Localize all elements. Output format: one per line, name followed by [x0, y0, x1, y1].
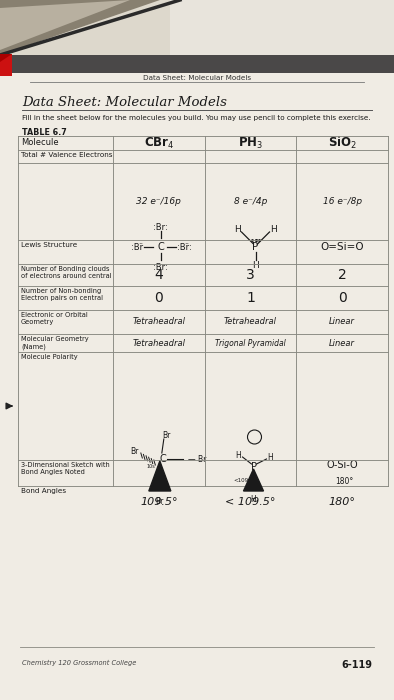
- Text: Molecule: Molecule: [21, 138, 59, 147]
- Text: H: H: [270, 225, 277, 234]
- Text: :Br:: :Br:: [153, 262, 168, 272]
- Bar: [0, 54, 12, 76]
- Text: P: P: [253, 242, 258, 252]
- Text: 2: 2: [338, 268, 347, 282]
- Text: 32 e⁻/16p: 32 e⁻/16p: [136, 197, 181, 206]
- Polygon shape: [0, 54, 12, 62]
- Text: P: P: [251, 462, 256, 472]
- Text: H: H: [234, 225, 241, 234]
- Text: Linear: Linear: [329, 318, 355, 326]
- Text: TABLE 6.7: TABLE 6.7: [22, 128, 67, 137]
- Text: < 109.5°: < 109.5°: [225, 497, 276, 507]
- Text: O-Si-O: O-Si-O: [326, 460, 358, 470]
- Text: Electronic or Orbital
Geometry: Electronic or Orbital Geometry: [21, 312, 88, 325]
- Text: C: C: [158, 242, 164, 252]
- Text: Molecule Polarity: Molecule Polarity: [21, 354, 78, 360]
- Text: 180°: 180°: [335, 477, 353, 486]
- Bar: [0, 0, 394, 55]
- Text: C: C: [160, 454, 166, 464]
- Text: 0: 0: [338, 291, 347, 305]
- Text: H: H: [236, 451, 242, 459]
- Text: Number of Non-bonding
Electron pairs on central: Number of Non-bonding Electron pairs on …: [21, 288, 103, 301]
- Text: Tetraheadral: Tetraheadral: [132, 339, 185, 347]
- Text: SiO$_{2}$: SiO$_{2}$: [328, 135, 357, 151]
- Text: Molecular Geometry
(Name): Molecular Geometry (Name): [21, 336, 89, 349]
- Text: Linear: Linear: [329, 339, 355, 347]
- Text: PH$_{3}$: PH$_{3}$: [238, 136, 263, 150]
- Bar: [170, 0, 394, 55]
- Text: Fill in the sheet below for the molecules you build. You may use pencil to compl: Fill in the sheet below for the molecule…: [22, 115, 371, 121]
- Polygon shape: [0, 0, 130, 50]
- Text: CBr$_{4}$: CBr$_{4}$: [144, 136, 174, 150]
- Text: 1: 1: [246, 291, 255, 305]
- Text: 0: 0: [154, 291, 163, 305]
- Text: — Br: — Br: [188, 454, 206, 463]
- Text: Lewis Structure: Lewis Structure: [21, 242, 77, 248]
- Polygon shape: [149, 461, 171, 491]
- Text: H: H: [251, 494, 256, 503]
- Polygon shape: [243, 469, 264, 491]
- Text: Data Sheet: Molecular Models: Data Sheet: Molecular Models: [22, 96, 227, 109]
- Text: 6-119: 6-119: [341, 660, 372, 670]
- Text: 180°: 180°: [329, 497, 356, 507]
- Text: Ö=Si=Ö: Ö=Si=Ö: [320, 242, 364, 252]
- Text: 109.5°: 109.5°: [140, 497, 178, 507]
- Text: 16 e⁻/8p: 16 e⁻/8p: [323, 197, 362, 206]
- Bar: [0, 55, 394, 73]
- Text: H: H: [268, 452, 273, 461]
- Text: Data Sheet: Molecular Models: Data Sheet: Molecular Models: [143, 75, 251, 81]
- Text: Bond Angles: Bond Angles: [21, 488, 66, 494]
- Text: Trigonal Pyramidal: Trigonal Pyramidal: [215, 339, 286, 347]
- Text: :Br:: :Br:: [153, 223, 168, 232]
- Text: 4: 4: [154, 268, 163, 282]
- Text: 3: 3: [246, 268, 255, 282]
- Text: 3-Dimensional Sketch with
Bond Angles Noted: 3-Dimensional Sketch with Bond Angles No…: [21, 462, 110, 475]
- Text: Tetraheadral: Tetraheadral: [224, 318, 277, 326]
- Text: Br: Br: [163, 430, 171, 440]
- Text: :Br̈: :Br̈: [131, 242, 143, 251]
- Text: Chemistry 120 Grossmont College: Chemistry 120 Grossmont College: [22, 660, 136, 666]
- Polygon shape: [0, 0, 160, 55]
- Text: :Br̈:: :Br̈:: [177, 242, 192, 251]
- Text: <109s: <109s: [234, 479, 251, 484]
- Text: Br: Br: [156, 496, 164, 505]
- Text: Number of Bonding clouds
of electrons around central: Number of Bonding clouds of electrons ar…: [21, 266, 112, 279]
- Text: 8 e⁻/4p: 8 e⁻/4p: [234, 197, 267, 206]
- Text: H: H: [252, 260, 259, 270]
- Text: Br: Br: [131, 447, 139, 456]
- Text: 10s: 10s: [147, 465, 155, 470]
- Text: Tetraheadral: Tetraheadral: [132, 318, 185, 326]
- Text: Total # Valence Electrons: Total # Valence Electrons: [21, 152, 113, 158]
